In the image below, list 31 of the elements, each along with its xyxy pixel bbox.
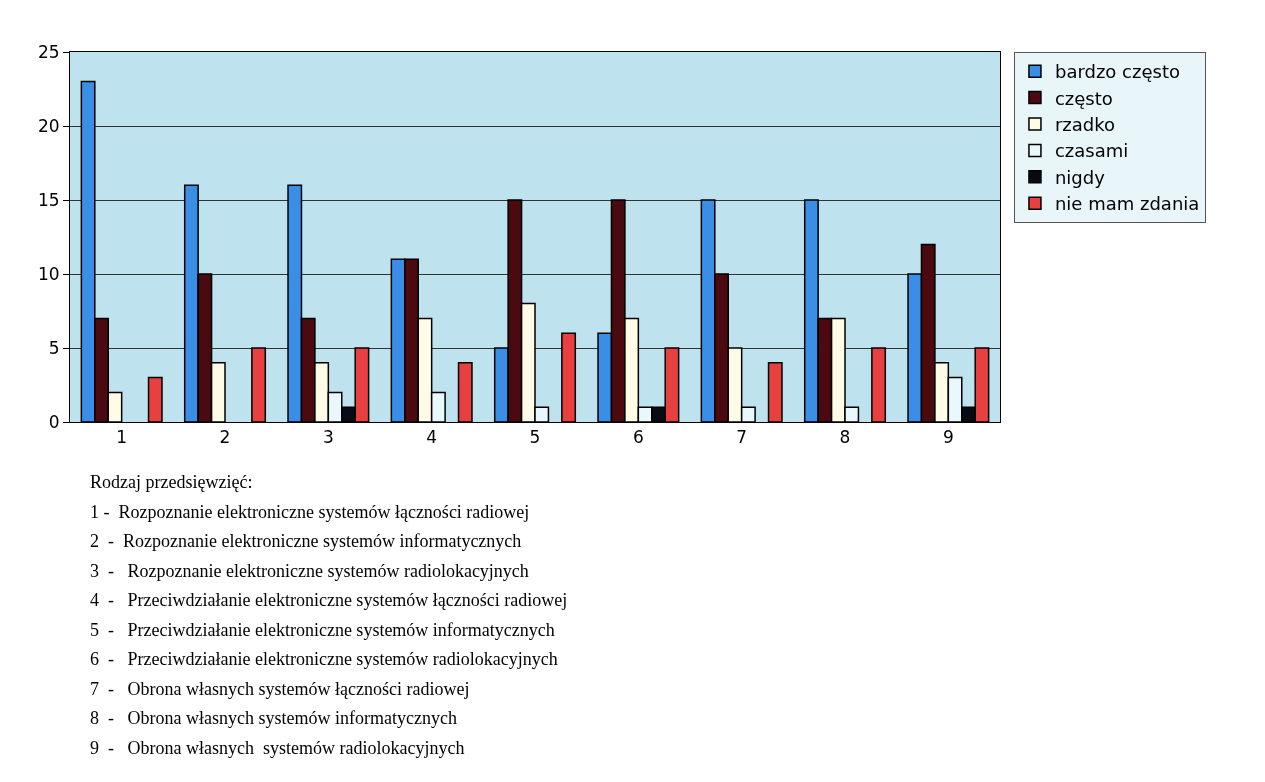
y-tick-label: 5 <box>48 337 60 358</box>
text: 9 - Obrona własnych systemów radiolokacyjnych <box>90 738 465 758</box>
text: 6 - Przeciwdziałanie elektroniczne systemów radiolokacyjnych <box>90 649 558 669</box>
text: 3 - Rozpoznanie elektroniczne systemów radiolokacyjnych <box>90 561 529 581</box>
text: 8 - Obrona własnych systemów informatycznych <box>90 708 457 728</box>
legend-label: rzadko <box>1054 114 1116 136</box>
legend-label: nie mam zdania <box>1054 193 1200 215</box>
x-tick-label: 9 <box>942 427 954 448</box>
legend-label: często <box>1054 87 1113 109</box>
x-tick-label: 6 <box>632 427 644 448</box>
text: 5 - Przeciwdziałanie elektroniczne systemów informatycznych <box>90 620 555 640</box>
x-tick-label: 2 <box>219 427 231 448</box>
x-tick-label: 1 <box>116 427 128 448</box>
x-tick-label: 5 <box>529 427 541 448</box>
x-tick-label: 4 <box>426 427 438 448</box>
text: 2 - Rozpoznanie elektroniczne systemów informatycznych <box>90 531 522 551</box>
x-tick-label: 3 <box>322 427 334 448</box>
y-tick-label: 0 <box>48 411 60 432</box>
y-tick-label: 15 <box>37 189 60 210</box>
legend-label: czasami <box>1054 140 1129 162</box>
text: 1 - Rozpoznanie elektroniczne systemów łączności radiowej <box>90 502 530 522</box>
y-tick-label: 25 <box>37 41 60 62</box>
x-tick-label: 7 <box>736 427 748 448</box>
text: 7 - Obrona własnych systemów łączności radiowej <box>90 679 470 699</box>
text: 4 - Przeciwdziałanie elektroniczne systemów łączności radiowej <box>90 590 568 610</box>
y-tick-label: 10 <box>37 263 60 284</box>
text: Rodzaj przedsięwzięć: <box>90 472 253 492</box>
y-tick-label: 20 <box>37 115 60 136</box>
legend-label: bardzo często <box>1054 61 1180 83</box>
legend-label: nigdy <box>1054 166 1106 188</box>
x-tick-label: 8 <box>839 427 851 448</box>
